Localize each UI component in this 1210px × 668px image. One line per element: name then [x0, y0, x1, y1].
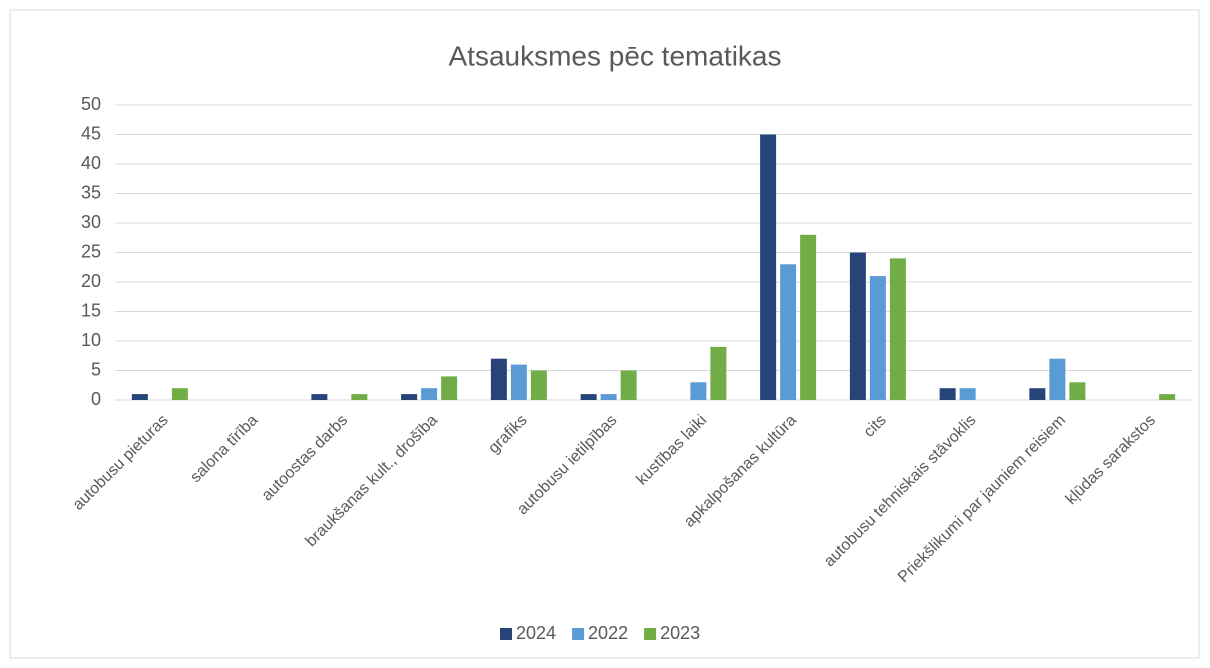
y-tick-label: 25 — [81, 241, 101, 261]
y-tick-label: 30 — [81, 212, 101, 232]
bar — [780, 264, 797, 400]
y-tick-label: 15 — [81, 300, 101, 320]
legend-label: 2024 — [516, 623, 556, 643]
legend-swatch — [572, 628, 585, 640]
bar — [760, 134, 777, 400]
bar — [171, 388, 188, 400]
y-tick-label: 50 — [81, 94, 101, 114]
bar — [1029, 388, 1046, 400]
bar — [800, 234, 817, 400]
bar — [441, 376, 458, 400]
bar — [1069, 382, 1086, 400]
bar — [849, 252, 866, 400]
legend-label: 2022 — [588, 623, 628, 643]
legend-swatch — [500, 628, 512, 640]
bar — [311, 394, 328, 400]
bar — [351, 394, 368, 400]
legend-label: 2023 — [660, 623, 700, 643]
bar — [510, 364, 527, 400]
bar — [600, 394, 617, 400]
bar — [869, 276, 886, 400]
bar — [959, 388, 976, 400]
y-tick-label: 40 — [81, 153, 101, 173]
bar — [620, 370, 637, 400]
bar — [530, 370, 547, 400]
bar — [490, 358, 507, 400]
bar — [690, 382, 707, 400]
chart-title: Atsauksmes pēc tematikas — [448, 40, 781, 71]
y-tick-label: 35 — [81, 182, 101, 202]
legend-swatch — [644, 628, 657, 640]
bar — [421, 388, 438, 400]
bar — [401, 394, 418, 400]
bar — [131, 394, 148, 400]
y-tick-label: 10 — [81, 330, 101, 350]
bar — [939, 388, 956, 400]
bar — [889, 258, 906, 400]
y-tick-label: 45 — [81, 123, 101, 143]
y-tick-label: 5 — [91, 359, 101, 379]
chart-border — [9, 9, 1200, 659]
y-tick-label: 0 — [91, 389, 101, 409]
bar — [580, 394, 597, 400]
bar — [1049, 358, 1066, 400]
bar — [1159, 394, 1176, 400]
bar — [710, 346, 727, 400]
y-tick-label: 20 — [81, 271, 101, 291]
